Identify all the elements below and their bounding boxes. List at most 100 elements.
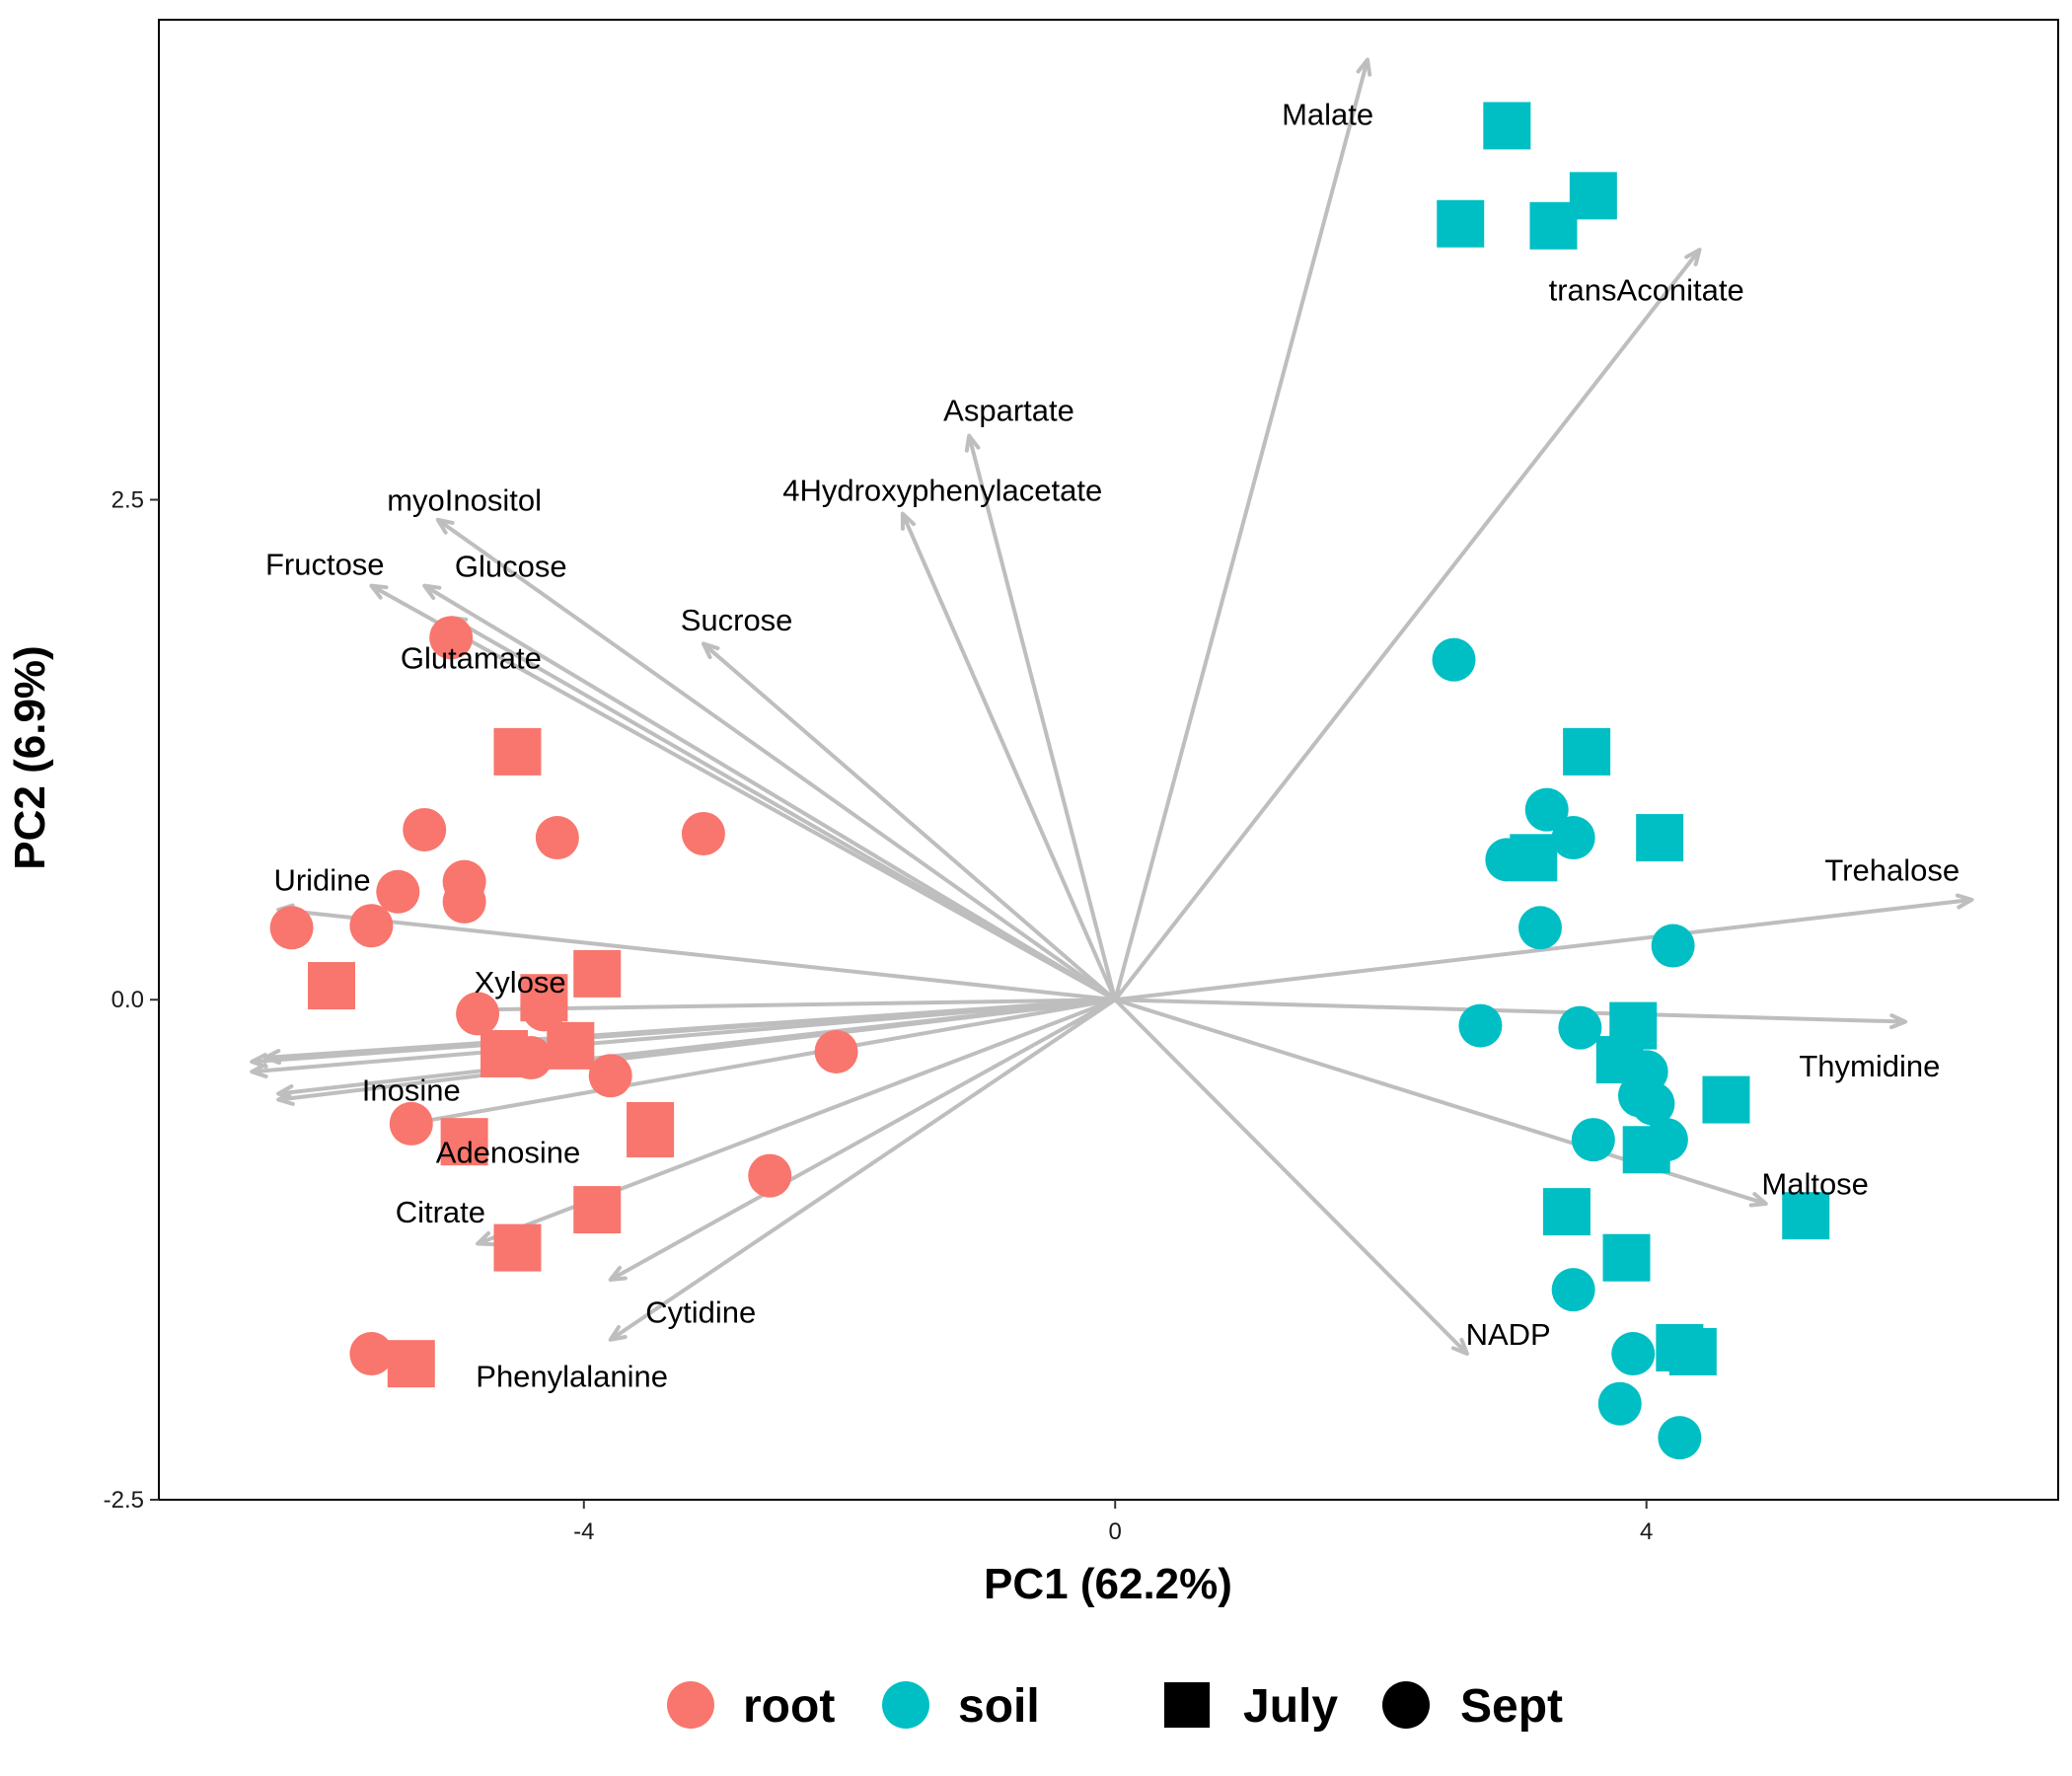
loading-label-citrate: Citrate	[396, 1195, 485, 1229]
sample-points	[269, 102, 1830, 1460]
soil-sept-point	[1651, 924, 1695, 968]
loading-label-glucose: Glucose	[455, 549, 567, 583]
trehalose-arrowhead	[1955, 893, 1974, 910]
malate-loading-arrow	[1113, 59, 1369, 1000]
soil-july-point	[1702, 1075, 1750, 1124]
root-july-point	[493, 727, 542, 776]
fructose-loading-arrow	[370, 583, 1117, 1001]
soil-july-point	[1782, 1192, 1830, 1240]
soil-sept-point	[1658, 1416, 1702, 1460]
root-sept-point	[429, 616, 474, 660]
xylose-loading-arrow	[478, 998, 1116, 1012]
loading-label-xylose: Xylose	[475, 965, 566, 999]
root-sept-point	[748, 1153, 792, 1198]
loading-label-transaconitate: transAconitate	[1549, 273, 1744, 308]
loading-arrows	[250, 57, 1974, 1357]
loading-label-trehalose: Trehalose	[1824, 852, 1960, 887]
root-july-point	[547, 1021, 595, 1070]
loading-label-cytidine: Cytidine	[645, 1295, 756, 1329]
malate-arrowhead	[1356, 57, 1372, 77]
soil-july-point	[1563, 727, 1611, 776]
thymidine-arrowhead	[1889, 1013, 1908, 1030]
thymidine-loading-arrow	[1115, 998, 1906, 1024]
soil-sept-point	[1597, 1381, 1642, 1426]
unlabeled-3-arrowhead	[250, 1063, 268, 1079]
soil-july-point	[1602, 1233, 1651, 1282]
root-sept-point	[376, 869, 420, 914]
loading-label-malate: Malate	[1282, 97, 1373, 131]
legend-sept-label: Sept	[1460, 1680, 1563, 1733]
soil-sept-point	[1631, 1081, 1675, 1126]
legend-july-label: July	[1243, 1680, 1338, 1733]
4hydroxyphenylacetate-loading-arrow	[901, 512, 1118, 1001]
root-sept-point	[681, 812, 725, 855]
4hydroxyphenylacetate-arrowhead	[900, 511, 916, 531]
soil-july-point	[1636, 814, 1684, 862]
x-tick-label: -4	[573, 1518, 594, 1545]
soil-july-point	[1483, 102, 1531, 150]
loading-label-thymidine: Thymidine	[1799, 1049, 1940, 1083]
loading-label-4hydroxyphenylacetate: 4Hydroxyphenylacetate	[782, 473, 1102, 507]
root-july-point	[493, 1223, 542, 1272]
soil-sept-point	[1432, 637, 1476, 682]
loading-labels: Malate transAconitate Aspartate 4Hydroxyphe…	[265, 97, 1960, 1393]
myoinositol-loading-arrow	[436, 518, 1117, 1001]
loading-label-uridine: Uridine	[273, 863, 370, 898]
soil-sept-point	[1558, 1005, 1602, 1050]
y-axis-title: PC2 (6.9%)	[6, 645, 54, 869]
phenylalanine-loading-arrow	[609, 998, 1117, 1342]
aspartate-arrowhead	[964, 433, 981, 453]
root-sept-point	[389, 1101, 433, 1146]
root-july-point	[573, 1186, 622, 1234]
glutamate-loading-arrow	[450, 616, 1117, 1001]
transaconitate-loading-arrow	[1113, 248, 1702, 1001]
glucose-arrowhead	[422, 583, 442, 600]
phenylalanine-arrowhead	[608, 1325, 628, 1342]
y-tick-label: 0.0	[111, 987, 144, 1013]
loading-label-sucrose: Sucrose	[681, 603, 793, 637]
nadp-loading-arrow	[1113, 998, 1469, 1356]
unlabeled-4-arrowhead	[276, 1083, 295, 1100]
root-july-point	[627, 1110, 675, 1158]
soil-sept-point	[1551, 816, 1595, 860]
plot-panel-border	[158, 19, 2059, 1501]
axis-ticks: -4 0 4 2.5 0.0 -2.5	[104, 486, 1654, 1545]
sucrose-arrowhead	[701, 641, 720, 660]
root-july-point	[520, 974, 568, 1022]
fructose-arrowhead	[369, 583, 389, 600]
soil-july-point	[1569, 172, 1617, 220]
legend: root soil July Sept	[667, 1680, 1563, 1733]
uridine-loading-arrow	[277, 908, 1116, 1002]
root-sept-point	[269, 906, 314, 950]
legend-soil-label: soil	[958, 1680, 1040, 1733]
root-sept-point	[508, 1036, 553, 1080]
loading-label-adenosine: Adenosine	[436, 1135, 581, 1169]
sucrose-loading-arrow	[702, 641, 1117, 1001]
root-sept-point	[814, 1029, 858, 1073]
x-axis-title: PC1 (62.2%)	[984, 1560, 1232, 1608]
myoinositol-arrowhead	[435, 517, 455, 535]
root-sept-point	[442, 879, 486, 924]
x-tick-label: 4	[1640, 1518, 1653, 1545]
legend-soil-swatch	[882, 1681, 929, 1729]
aspartate-loading-arrow	[967, 435, 1118, 1000]
soil-july-point	[1437, 199, 1485, 248]
loading-label-glutamate: Glutamate	[401, 641, 542, 676]
loading-label-inosine: Inosine	[362, 1073, 461, 1107]
unlabeled-2-loading-arrow	[264, 998, 1116, 1061]
root-sept-point	[349, 904, 394, 948]
loading-label-nadp: NADP	[1466, 1317, 1551, 1352]
glucose-loading-arrow	[423, 583, 1117, 1001]
soil-july-point	[1622, 1126, 1670, 1174]
adenosine-loading-arrow	[397, 998, 1116, 1128]
root-sept-point	[349, 1332, 394, 1376]
soil-sept-point	[1551, 1268, 1595, 1312]
root-sept-point	[403, 807, 447, 851]
soil-july-point	[1542, 1188, 1591, 1236]
y-tick-label: -2.5	[104, 1487, 144, 1514]
x-tick-label: 0	[1109, 1518, 1122, 1545]
y-tick-label: 2.5	[111, 486, 144, 513]
cytidine-arrowhead	[608, 1265, 628, 1283]
soil-sept-point	[1571, 1118, 1615, 1162]
loading-label-maltose: Maltose	[1761, 1167, 1869, 1202]
